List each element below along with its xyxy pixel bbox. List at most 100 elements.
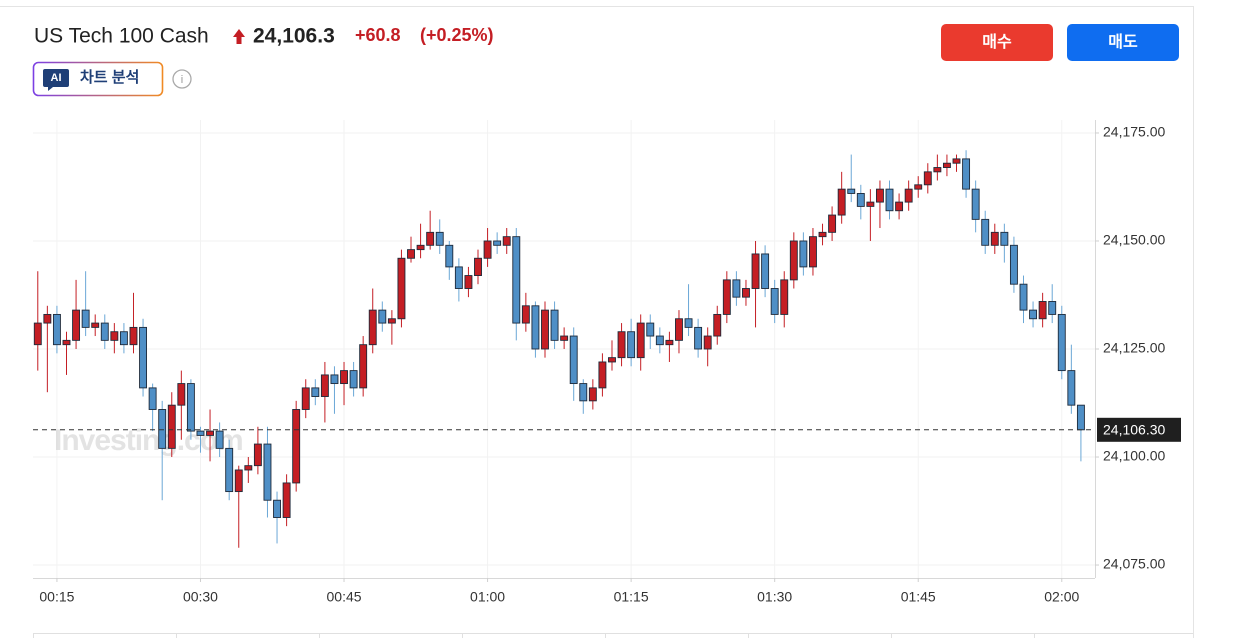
candle-body: [646, 322, 655, 337]
candle-body: [837, 188, 846, 216]
candle-body: [330, 374, 339, 385]
candle-body: [72, 309, 81, 341]
buy-button[interactable]: 매수: [941, 24, 1053, 61]
up-arrow-icon: [233, 29, 245, 44]
candle-body: [435, 231, 444, 246]
candle-body: [761, 253, 770, 289]
candle-body: [809, 236, 817, 268]
x-tick-label: 01:45: [901, 589, 936, 605]
candle-body: [875, 188, 884, 203]
candle-body: [454, 266, 463, 289]
buy-button-label[interactable]: 매수: [982, 33, 1012, 51]
candle-body: [359, 344, 368, 389]
candle-body: [148, 387, 157, 410]
candle-body: [617, 331, 626, 359]
candle-body: [742, 288, 750, 298]
candle-body: [914, 184, 923, 190]
last-price-badge: [1097, 417, 1181, 442]
candle-body: [62, 339, 71, 346]
candle-body: [426, 231, 435, 246]
info-icon[interactable]: i: [181, 74, 183, 86]
candle-body: [464, 275, 473, 289]
candle-body: [502, 236, 511, 246]
candle-body: [387, 318, 396, 324]
candle-body: [225, 447, 234, 493]
candle-body: [33, 322, 42, 346]
candle-body: [722, 279, 731, 315]
candle-body: [665, 339, 674, 346]
ai-badge[interactable]: AI: [51, 72, 62, 84]
candle-body: [1000, 231, 1009, 246]
candle-body: [770, 288, 779, 315]
candle-body: [847, 188, 856, 194]
last-price-label: 24,106.30: [1103, 422, 1165, 438]
candle-body: [799, 240, 808, 268]
candle-body: [703, 335, 712, 350]
candle-body: [206, 430, 214, 436]
ai-label[interactable]: 차트 분석: [80, 68, 139, 86]
sell-button-bg[interactable]: [1067, 24, 1179, 61]
candle-body: [541, 309, 549, 350]
x-tick-label: 01:15: [614, 589, 649, 605]
candle-body: [52, 313, 61, 346]
candle-body: [895, 201, 904, 212]
candle-body: [378, 309, 387, 324]
candle-body: [244, 465, 253, 471]
candle-body: [923, 171, 932, 186]
y-tick-label: 24,175.00: [1103, 124, 1165, 140]
candle-body: [531, 305, 540, 350]
info-button[interactable]: i: [172, 69, 192, 89]
candle-body: [43, 313, 52, 324]
candle-body: [856, 193, 865, 207]
watermark: Investing.com: [54, 424, 243, 457]
candle-body: [483, 240, 492, 259]
candle-body: [904, 188, 913, 203]
price: 24,106.3: [253, 25, 335, 48]
candle-body: [1038, 301, 1047, 320]
candle-body: [196, 430, 205, 436]
candle-body: [100, 322, 109, 341]
candle-body: [1067, 370, 1076, 406]
ai-chart-analysis-button[interactable]: AI 차트 분석: [32, 61, 164, 97]
price-change: +60.8: [355, 25, 401, 45]
candle-body: [655, 335, 664, 346]
candle-body: [139, 326, 148, 389]
candle-body: [407, 249, 415, 259]
y-tick-label: 24,075.00: [1103, 556, 1165, 572]
sell-button-label[interactable]: 매도: [1108, 33, 1138, 51]
y-tick-label: 24,125.00: [1103, 340, 1165, 356]
ai-icon[interactable]: [43, 69, 69, 91]
sell-button[interactable]: 매도: [1067, 24, 1179, 61]
candle-body: [971, 188, 980, 220]
candle-body: [713, 313, 722, 337]
info-circle[interactable]: [172, 69, 192, 89]
chart: 24,075.00 24,100.00 24,125.00 24,150.00 24,1…: [33, 120, 1181, 605]
candle-body: [684, 318, 693, 328]
candle-body: [942, 162, 951, 168]
candle-body: [952, 158, 961, 164]
candle-body: [866, 201, 875, 207]
candle-body: [167, 404, 176, 449]
candle-body: [560, 335, 569, 341]
candle-body: [158, 409, 167, 449]
candle-body: [474, 257, 482, 276]
candle-body: [588, 387, 597, 402]
candle-body: [780, 279, 789, 315]
candle-body: [493, 240, 502, 246]
candle-body: [349, 370, 358, 389]
candle-body: [340, 370, 348, 385]
candle-body: [569, 335, 578, 385]
y-tick-label: 24,100.00: [1103, 448, 1165, 464]
candle-body: [301, 387, 310, 410]
candle-body: [177, 383, 186, 406]
candle-body: [320, 374, 329, 397]
candle-body: [636, 322, 645, 359]
candle-body: [263, 443, 272, 501]
instrument-name: US Tech 100 Cash: [34, 25, 209, 48]
buy-button-bg[interactable]: [941, 24, 1053, 61]
candle-body: [1076, 404, 1085, 431]
x-tick-label: 01:30: [757, 589, 792, 605]
x-tick-label: 02:00: [1044, 589, 1079, 605]
y-tick-label: 24,150.00: [1103, 232, 1165, 248]
